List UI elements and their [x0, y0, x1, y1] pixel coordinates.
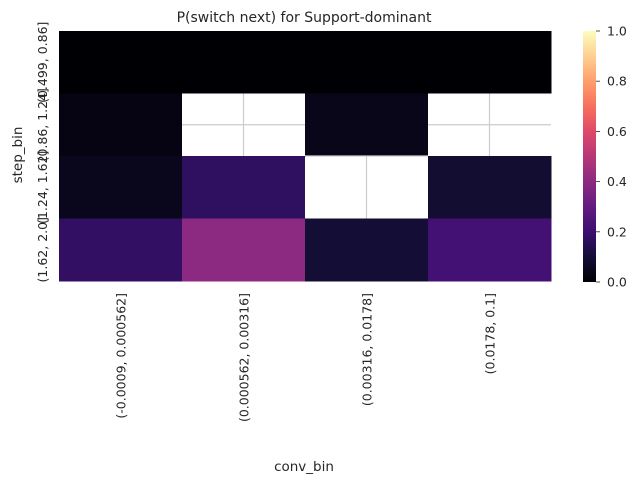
colorbar-gradient	[583, 31, 596, 282]
y-tick-labels: (0.499, 0.86](0.86, 1.24](1.24, 1.62](1.…	[35, 22, 50, 283]
missing-cell-gridlines	[428, 93, 551, 156]
colorbar-tick-label: 0.8	[607, 74, 627, 89]
colorbar-tick-label: 0.0	[607, 275, 627, 290]
y-tick-label: (0.499, 0.86]	[35, 22, 50, 103]
colorbar-tick-label: 1.0	[607, 24, 627, 39]
colorbar-tick-label: 0.6	[607, 124, 627, 139]
heatmap-cell	[182, 156, 306, 219]
y-tick-label: (1.62, 2.0]	[35, 217, 50, 282]
heatmap-cell	[182, 31, 306, 94]
x-tick-label: (0.0178, 0.1]	[483, 293, 498, 374]
x-tick-label: (-0.0009, 0.000562]	[114, 293, 129, 419]
y-tick-label: (0.86, 1.24]	[35, 88, 50, 161]
heatmap-cells	[59, 31, 552, 282]
y-tick-label: (1.24, 1.62]	[35, 151, 50, 224]
colorbar-tick-label: 0.4	[607, 174, 627, 189]
heatmap-cell	[428, 218, 552, 282]
colorbar-tick-label: 0.2	[607, 224, 627, 239]
heatmap-cell	[305, 31, 429, 94]
x-axis-label: conv_bin	[274, 459, 334, 475]
heatmap-cell	[59, 156, 183, 219]
heatmap-cell	[428, 31, 552, 94]
chart-title: P(switch next) for Support-dominant	[177, 10, 432, 26]
x-tick-label: (0.00316, 0.0178]	[360, 293, 375, 406]
missing-cell-gridlines	[305, 155, 428, 219]
colorbar: 0.0 0.2 0.4 0.6 0.8 1.0	[583, 24, 627, 290]
heatmap-cell	[59, 218, 183, 282]
missing-cell-gridlines	[182, 93, 305, 156]
heatmap-cell	[428, 156, 552, 219]
heatmap-cell	[59, 31, 183, 94]
heatmap-cell	[305, 93, 429, 157]
heatmap-cell	[305, 218, 429, 282]
y-axis-label: step_bin	[10, 127, 26, 184]
colorbar-ticks: 0.0 0.2 0.4 0.6 0.8 1.0	[596, 24, 627, 290]
x-tick-label: (0.000562, 0.00316]	[237, 293, 252, 422]
x-tick-labels: (-0.0009, 0.000562] (0.000562, 0.00316] (0…	[114, 293, 498, 422]
heatmap-cell	[59, 93, 183, 157]
heatmap-cell	[182, 218, 306, 282]
